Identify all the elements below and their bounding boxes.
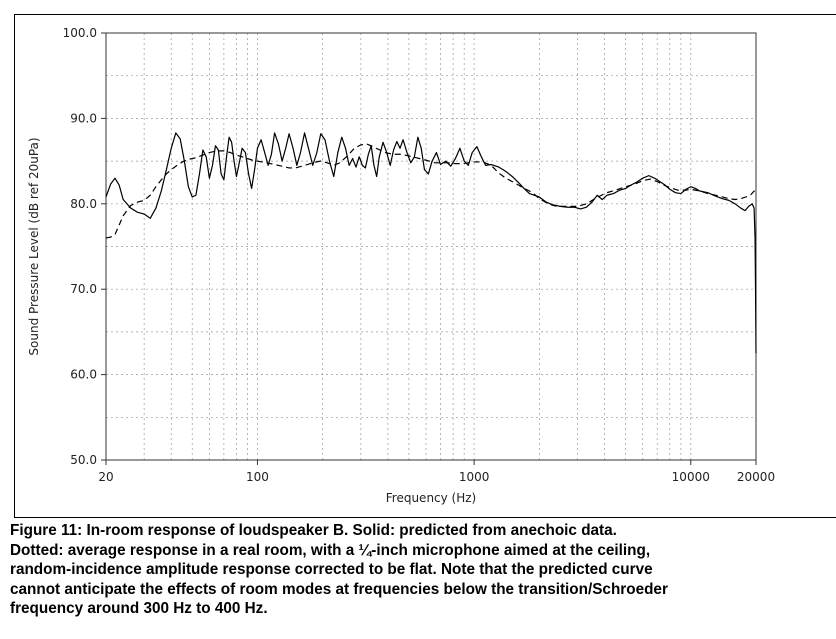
x-tick-label: 20 [98,470,113,484]
y-axis-title: Sound Pressure Level (dB ref 20uPa) [27,137,41,355]
chart-frame [14,14,836,518]
x-tick-label: 20000 [737,470,775,484]
x-tick-label: 1000 [459,470,490,484]
figure-caption: Figure 11: In-room response of loudspeak… [10,521,832,619]
y-tick-label: 50.0 [70,453,97,467]
x-axis-title: Frequency (Hz) [386,491,477,505]
y-tick-label: 90.0 [70,111,97,125]
y-tick-label: 70.0 [70,282,97,296]
frequency-response-chart: 50.0 60.0 70.0 80.0 90.0 100.0 20 100 1000 10000 2… [27,26,775,505]
caption-line: Dotted: average response in a real room,… [10,541,651,559]
plot-area [105,32,757,461]
series-line-measured-room-dashed [105,143,757,239]
grid [106,33,756,460]
caption-line: cannot anticipate the effects of room mo… [10,580,668,598]
series-line-predicted-solid [105,132,757,354]
y-tick-label: 60.0 [70,368,97,382]
y-tick-label: 100.0 [63,26,97,40]
caption-line: frequency around 300 Hz to 400 Hz. [10,600,268,617]
x-tick-label: 100 [246,470,269,484]
caption-line: random-incidence amplitude response corr… [10,561,653,578]
series [105,132,757,354]
caption-line: Figure 11: In-room response of loudspeak… [10,522,617,539]
x-tick-label: 10000 [672,470,710,484]
y-tick-label: 80.0 [70,197,97,211]
axis-ticks: 50.0 60.0 70.0 80.0 90.0 100.0 20 100 1000 10000 2… [63,26,775,484]
